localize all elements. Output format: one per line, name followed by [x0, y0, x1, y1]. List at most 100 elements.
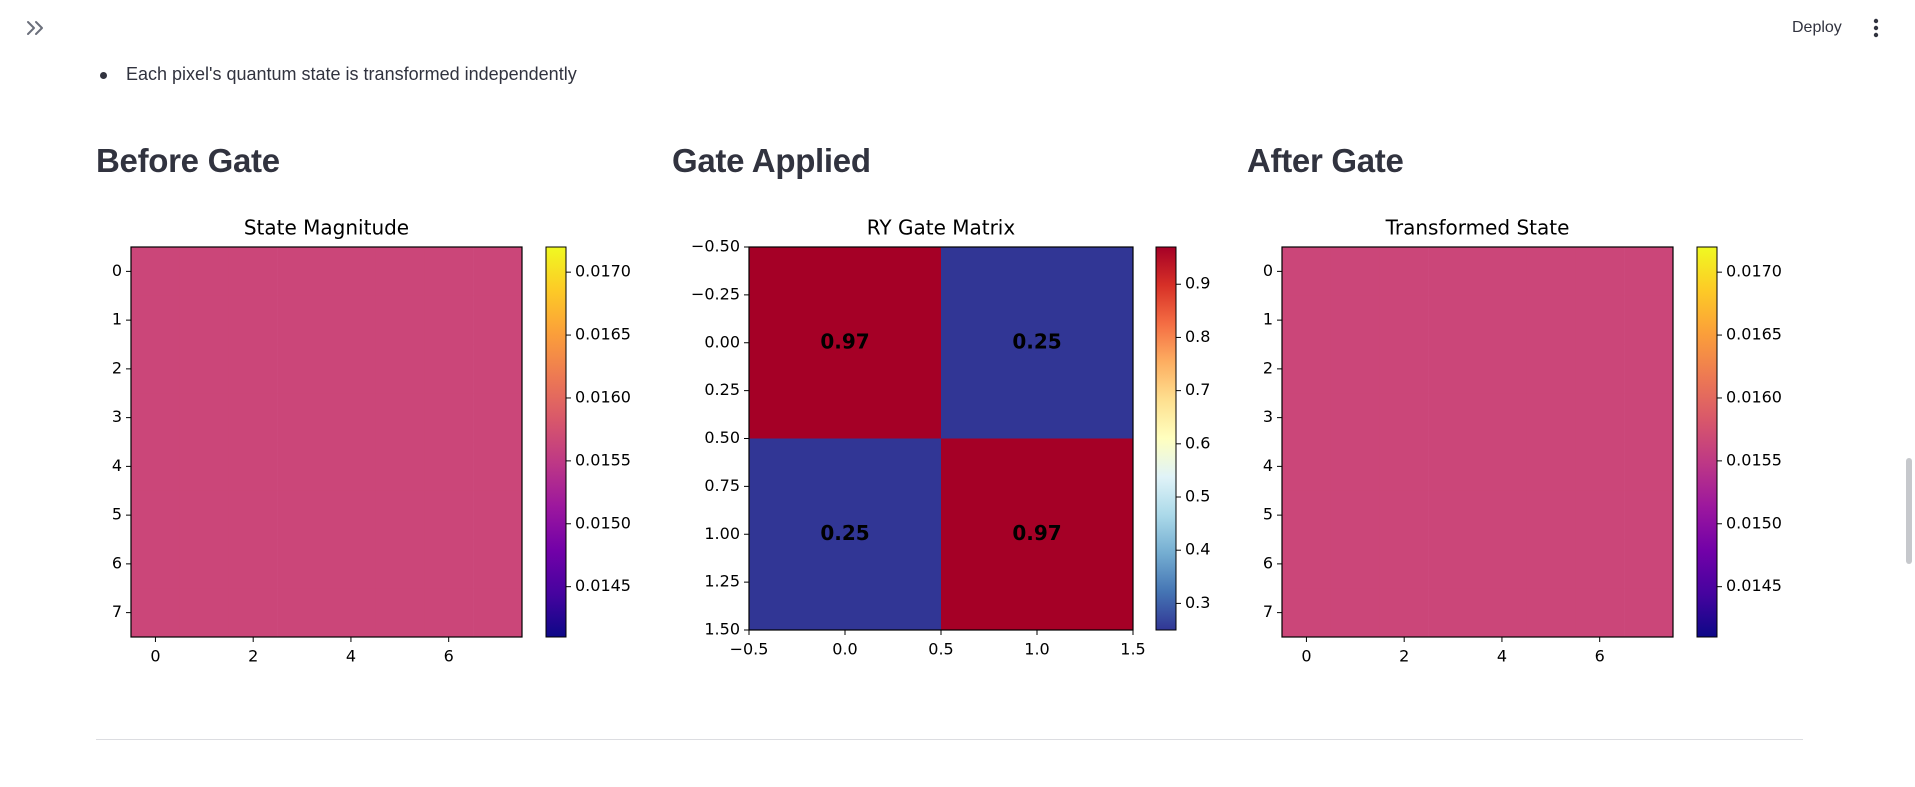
heatmap-cell: [1330, 247, 1381, 297]
heatmap-cell: [424, 344, 474, 394]
colorbar: [1696, 246, 1718, 638]
heatmap-cell: [749, 438, 942, 631]
heatmap-cell: [941, 247, 1134, 439]
heatmap-cell: [1575, 588, 1625, 638]
x-tick-label: −0.5: [730, 640, 769, 659]
heatmap-cell: [1624, 588, 1674, 638]
heatmap-cell: [1526, 539, 1576, 589]
heatmap-cell: [375, 393, 425, 443]
x-tick-label: 0: [1301, 647, 1311, 666]
scrollbar-thumb[interactable]: [1906, 458, 1912, 564]
colorbar-tick-label: 0.0165: [575, 325, 631, 344]
expand-sidebar-button[interactable]: [22, 14, 50, 42]
x-tick-label: 0.0: [832, 640, 857, 659]
heatmap-cell: [375, 539, 425, 589]
heatmap-cell: [228, 442, 278, 492]
heatmap-cell: [179, 247, 230, 297]
list-item: Each pixel's quantum state is transforme…: [96, 60, 577, 88]
heatmap-cell: [1477, 295, 1527, 345]
y-tick-label: 5: [1263, 505, 1273, 524]
heading-gate-applied: Gate Applied: [672, 142, 871, 179]
colorbar-tick-label: 0.3: [1185, 593, 1210, 612]
colorbar-tick-label: 0.0170: [575, 262, 631, 281]
x-tick-label: 4: [1497, 647, 1507, 666]
heatmap-cell: [1624, 539, 1674, 589]
y-tick-label: 0.25: [704, 380, 740, 399]
heatmap-cell: [1624, 344, 1674, 394]
heatmap-cell: [131, 442, 181, 492]
heatmap-cell: [1526, 588, 1576, 638]
y-tick-label: −0.25: [691, 284, 740, 303]
heatmap-cell: [326, 295, 376, 345]
heatmap-cell: [1330, 490, 1381, 540]
plot-frame: [1281, 246, 1674, 638]
colorbar-tick-label: 0.0160: [1726, 387, 1782, 406]
heatmap-cell: [228, 490, 278, 540]
heatmap-cell: [326, 490, 376, 540]
y-tick-label: 1.50: [704, 620, 740, 639]
colorbar: [545, 246, 567, 638]
heatmap-cell: [1477, 490, 1527, 540]
heatmap-cell: [424, 539, 474, 589]
x-tick-label: 0: [150, 647, 160, 666]
heatmap-cell: [1526, 344, 1576, 394]
y-tick-label: 0.00: [704, 332, 740, 351]
heatmap-cell: [1477, 539, 1527, 589]
heatmap-cell: [179, 539, 230, 589]
deploy-button[interactable]: Deploy: [1792, 19, 1842, 36]
heatmap-cell: [179, 442, 230, 492]
heatmap-cell: [941, 438, 1134, 631]
main-menu-button[interactable]: [1864, 14, 1888, 42]
heatmap-cell: [277, 588, 327, 638]
heatmap-cell: [424, 247, 474, 297]
state-magnitude-chart: State Magnitude 0 1 2 3 4 5 6 7 0 2 4 6 0.0145 0.0150 0…: [112, 216, 631, 666]
heatmap-cell: [1379, 247, 1429, 297]
colorbar-tick-label: 0.6: [1185, 433, 1210, 452]
heatmap-cell: [1428, 393, 1478, 443]
chart-title: Transformed State: [1385, 216, 1570, 240]
y-tick-label: 6: [1263, 553, 1273, 572]
heatmap-cell: [375, 588, 425, 638]
heatmap-cell: [277, 539, 327, 589]
colorbar-tick-label: 0.0155: [575, 450, 631, 469]
heatmap-cell: [375, 247, 425, 297]
heatmap-cell: [1526, 490, 1576, 540]
plot-frame: [130, 246, 523, 638]
heatmap-cell: [1379, 539, 1429, 589]
heatmap-cell: [1624, 393, 1674, 443]
colorbar-tick-label: 0.0155: [1726, 450, 1782, 469]
heatmap-cell: [277, 393, 327, 443]
y-tick-label: 0: [1263, 261, 1273, 280]
colorbar-tick-label: 0.0145: [575, 576, 631, 595]
heatmap-cell: [1330, 442, 1381, 492]
heatmap-cell: [375, 490, 425, 540]
header-toolbar: Deploy: [0, 0, 1915, 56]
y-tick-label: 4: [112, 456, 122, 475]
x-tick-label: 2: [248, 647, 258, 666]
heatmap-cell: [179, 344, 230, 394]
x-tick-label: 4: [346, 647, 356, 666]
heatmap-cell: [1526, 295, 1576, 345]
y-tick-label: −0.50: [691, 237, 740, 256]
heatmap-cell: [277, 442, 327, 492]
heatmap-cell: [1428, 344, 1478, 394]
heatmap-cell: [1379, 344, 1429, 394]
heatmap-cell: [277, 490, 327, 540]
heatmap-cell: [1379, 588, 1429, 638]
heatmap-cell: [473, 442, 523, 492]
heatmap-cell: [375, 442, 425, 492]
x-tick-label: 6: [444, 647, 454, 666]
heatmap-cell: [1477, 247, 1527, 297]
heatmap-cells: [749, 247, 1134, 631]
colorbar-tick-label: 0.4: [1185, 540, 1210, 559]
heatmap-cell: [1379, 295, 1429, 345]
heatmap-cell: [131, 247, 181, 297]
y-tick-label: 2: [1263, 358, 1273, 377]
cell-value-label: 0.97: [1012, 521, 1061, 545]
heatmap-cell: [1575, 442, 1625, 492]
heatmap-cell: [1575, 490, 1625, 540]
heatmap-cell: [1575, 295, 1625, 345]
y-tick-label: 0.50: [704, 428, 740, 447]
y-tick-label: 1: [112, 310, 122, 329]
heading-before-gate: Before Gate: [96, 142, 280, 179]
